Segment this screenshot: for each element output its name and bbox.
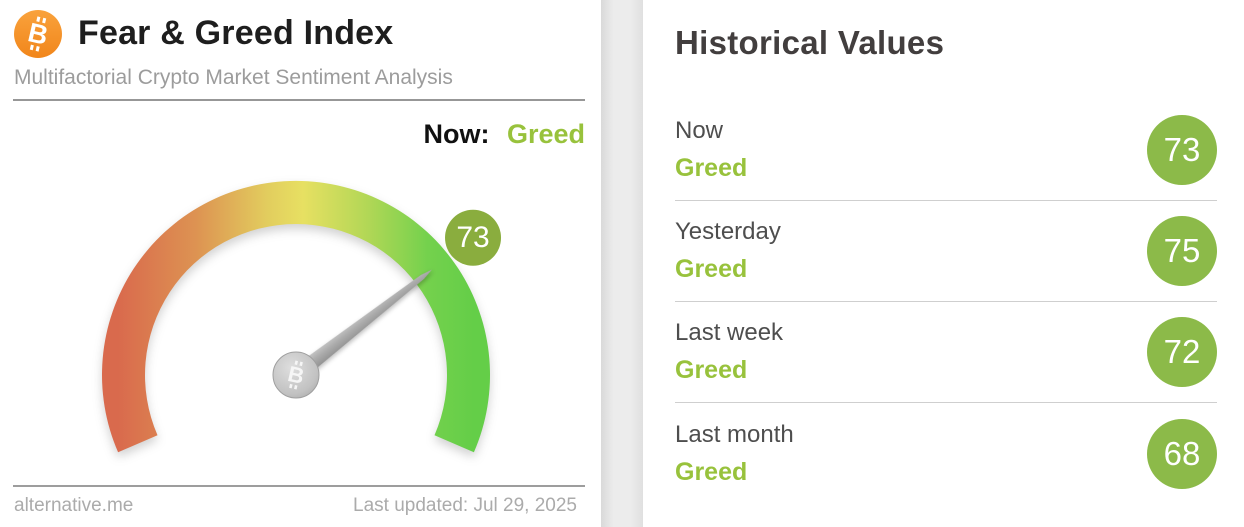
row-value-badge: 68 bbox=[1147, 418, 1217, 489]
row-period-label: Yesterday bbox=[675, 218, 781, 245]
historical-heading: Historical Values bbox=[675, 24, 945, 61]
gauge-value-badge: 73 bbox=[445, 209, 502, 266]
row-classification: Greed bbox=[675, 457, 748, 486]
gauge-needle bbox=[291, 269, 432, 382]
site-link[interactable]: alternative.me bbox=[14, 495, 134, 516]
last-updated-text: Last updated: Jul 29, 2025 bbox=[353, 495, 577, 516]
panel-gap-strip bbox=[601, 0, 643, 527]
row-period-label: Now bbox=[675, 117, 724, 144]
svg-text:B: B bbox=[285, 361, 306, 389]
row-value-badge: 73 bbox=[1147, 115, 1217, 185]
historical-rows: Now Greed 73 Yesterday Greed 75 Last wee… bbox=[675, 100, 1217, 504]
history-row-last-week: Last week Greed 72 bbox=[675, 302, 1217, 403]
history-row-yesterday: Yesterday Greed 75 bbox=[675, 201, 1217, 302]
gauge-arc bbox=[101, 180, 490, 453]
row-value-badge: 72 bbox=[1147, 317, 1217, 387]
row-classification: Greed bbox=[675, 356, 748, 384]
row-value-badge: 75 bbox=[1147, 216, 1217, 286]
row-period-label: Last month bbox=[675, 420, 794, 448]
now-label: Now: bbox=[423, 119, 490, 149]
row-classification: Greed bbox=[675, 255, 748, 283]
historical-panel: Historical Values Now Greed 73 Yesterday… bbox=[643, 0, 1244, 527]
svg-text:73: 73 bbox=[456, 221, 489, 254]
gauge-hub: B bbox=[272, 351, 320, 399]
page-subtitle: Multifactorial Crypto Market Sentiment A… bbox=[14, 66, 453, 89]
now-classification: Greed bbox=[506, 119, 585, 149]
row-period-label: Last week bbox=[675, 319, 784, 346]
fear-greed-gauge: B 73 bbox=[101, 180, 502, 453]
page-title: Fear & Greed Index bbox=[78, 14, 394, 52]
footer-divider bbox=[13, 485, 585, 487]
history-row-last-month: Last month Greed 68 bbox=[675, 403, 1217, 504]
history-row-now: Now Greed 73 bbox=[675, 100, 1217, 201]
current-sentiment: Now: Greed bbox=[423, 119, 585, 150]
bitcoin-logo-icon: B bbox=[14, 10, 62, 58]
gauge-panel: B Fear & Greed Index Multifactorial Cryp… bbox=[0, 0, 601, 527]
header-divider bbox=[13, 99, 585, 101]
row-classification: Greed bbox=[675, 154, 748, 182]
